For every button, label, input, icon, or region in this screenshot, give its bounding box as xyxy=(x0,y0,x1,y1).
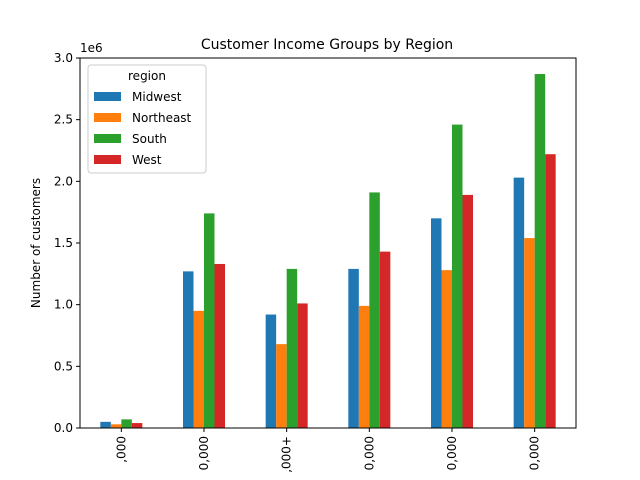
x-tick-label-3: 0,000 xyxy=(362,436,376,470)
x-tick-label-2: ,000+ xyxy=(280,436,294,473)
bar-south-2 xyxy=(286,268,298,428)
legend-swatch-south xyxy=(94,134,121,143)
bar-south-5 xyxy=(534,74,546,429)
bar-northeast-2 xyxy=(276,344,287,428)
bars-group xyxy=(100,74,556,429)
x-axis: ,000 0,000 ,000+ 0,000 0,000 0,000 xyxy=(114,428,542,473)
y-tick-label-6: 3.0 xyxy=(54,51,73,65)
y-tick-label-0: 0.0 xyxy=(54,421,73,435)
bar-northeast-4 xyxy=(441,270,452,428)
chart-title: Customer Income Groups by Region xyxy=(201,37,453,53)
bar-south-3 xyxy=(369,192,380,428)
bar-south-1 xyxy=(204,213,215,428)
legend-label-northeast: Northeast xyxy=(132,111,192,125)
x-tick-label-5: 0,000 xyxy=(528,436,542,470)
y-tick-label-4: 2.0 xyxy=(54,174,73,188)
bar-midwest-0 xyxy=(100,421,111,428)
bar-midwest-4 xyxy=(431,218,442,428)
x-tick-label-1: 0,000 xyxy=(197,436,211,470)
y-tick-label-5: 2.5 xyxy=(54,113,73,127)
legend-label-midwest: Midwest xyxy=(132,90,182,104)
legend-swatch-northeast xyxy=(94,113,121,122)
bar-west-4 xyxy=(462,194,473,428)
legend-label-south: South xyxy=(132,132,167,146)
bar-northeast-1 xyxy=(193,310,204,428)
legend: region Midwest Northeast South West xyxy=(87,64,207,174)
y-axis-label: Number of customers xyxy=(29,178,43,308)
y-axis: 0.0 0.5 1.0 1.5 2.0 2.5 3.0 xyxy=(54,51,80,435)
bar-midwest-5 xyxy=(513,177,525,428)
x-tick-label-0: ,000 xyxy=(114,436,128,463)
bar-midwest-3 xyxy=(348,268,359,428)
legend-title: region xyxy=(128,69,166,83)
y-tick-label-2: 1.0 xyxy=(54,298,73,312)
bar-northeast-5 xyxy=(524,238,535,428)
x-tick-label-4: 0,000 xyxy=(445,436,459,470)
axes-frame xyxy=(79,57,577,429)
bar-south-0 xyxy=(121,419,132,428)
bar-south-4 xyxy=(452,124,463,428)
bar-northeast-3 xyxy=(358,305,370,428)
bar-midwest-1 xyxy=(183,271,194,428)
y-scale-label: 1e6 xyxy=(80,41,103,55)
bar-west-0 xyxy=(131,423,143,428)
y-tick-label-3: 1.5 xyxy=(54,236,73,250)
legend-swatch-west xyxy=(94,155,121,164)
bar-west-1 xyxy=(214,263,225,428)
bar-northeast-0 xyxy=(110,424,122,428)
y-tick-label-1: 0.5 xyxy=(54,359,73,373)
legend-label-west: West xyxy=(132,153,162,167)
bar-midwest-2 xyxy=(265,314,277,428)
bar-west-2 xyxy=(297,303,308,428)
legend-swatch-midwest xyxy=(94,92,121,101)
bar-west-5 xyxy=(545,154,556,428)
bar-west-3 xyxy=(379,251,391,428)
